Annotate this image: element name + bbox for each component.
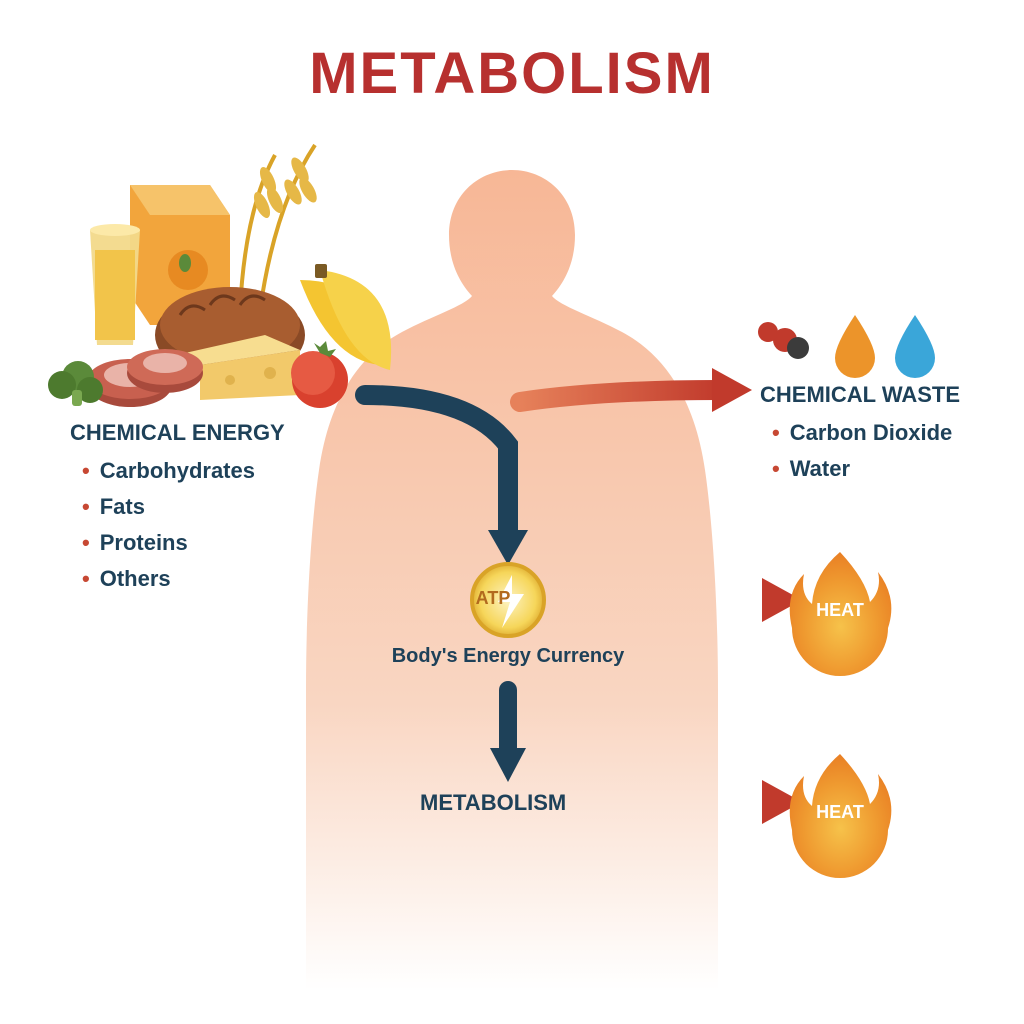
infographic-canvas: METABOLISM	[0, 0, 1024, 1024]
chem-energy-list-item: Proteins	[82, 530, 255, 556]
meat-icon	[88, 349, 203, 407]
chem-waste-list-item: Carbon Dioxide	[772, 420, 952, 446]
chem-energy-list-item: Carbohydrates	[82, 458, 255, 484]
chem-energy-list-item: Fats	[82, 494, 255, 520]
metabolism-node-label: METABOLISM	[420, 790, 566, 816]
chem-waste-list-item: Water	[772, 456, 952, 482]
chemical-energy-list: Carbohydrates Fats Proteins Others	[82, 458, 255, 602]
chemical-waste-list: Carbon Dioxide Water	[772, 420, 952, 492]
atp-subtitle: Body's Energy Currency	[388, 645, 628, 668]
chemical-waste-heading: CHEMICAL WASTE	[760, 382, 960, 408]
heat-badge-1-text: HEAT	[812, 600, 868, 621]
food-icon-cluster	[48, 145, 391, 408]
chemical-energy-heading: CHEMICAL ENERGY	[70, 420, 285, 446]
atp-label: ATP	[470, 588, 516, 609]
molecule-icon	[758, 322, 809, 359]
drop-orange-icon	[835, 315, 875, 378]
waste-icons	[758, 315, 935, 378]
broccoli-icon	[48, 361, 103, 406]
heat-badge-2-text: HEAT	[812, 802, 868, 823]
chem-energy-list-item: Others	[82, 566, 255, 592]
juice-glass-icon	[90, 224, 140, 345]
drop-blue-icon	[895, 315, 935, 378]
